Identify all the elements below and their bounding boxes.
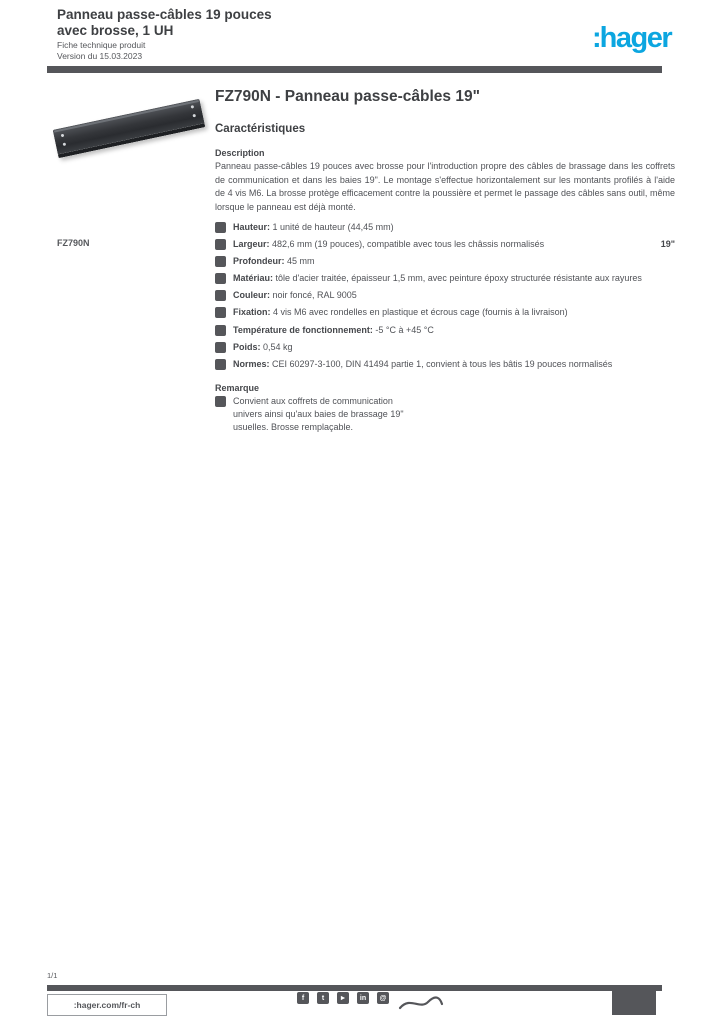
spec-list: Hauteur1 unité de hauteur (44,45 mm) Lar…: [215, 221, 675, 370]
document-title-line2: avec brosse, 1 UH: [57, 22, 174, 38]
spec-label: Température de fonctionnement: [233, 325, 375, 335]
document-meta-line2: Version du 15.03.2023: [57, 51, 143, 62]
width-icon: [215, 239, 226, 251]
hager-logo-text: hager: [599, 22, 673, 54]
description-label: Description: [215, 148, 265, 158]
linkedin-icon[interactable]: in: [357, 992, 369, 1004]
spec-label: Hauteur: [233, 222, 273, 232]
youtube-icon[interactable]: ►: [337, 992, 349, 1004]
spec-value: 4 vis M6 avec rondelles en plastique et …: [273, 307, 568, 318]
document-title-line1: Panneau passe-câbles 19 pouces: [57, 7, 272, 22]
info-icon: [215, 396, 226, 408]
spec-row: Profondeur45 mm: [215, 255, 675, 268]
header-rule: [47, 66, 662, 73]
spec-value: noir foncé, RAL 9005: [272, 290, 357, 301]
note-label: Remarque: [215, 383, 260, 394]
spec-label: Normes: [233, 359, 272, 369]
screw-hole-icon: [62, 142, 67, 147]
product-title: FZ790N - Panneau passe-câbles 19": [215, 88, 480, 105]
spec-value: -5 °C à +45 °C: [375, 324, 434, 335]
spec-label: Fixation: [233, 307, 273, 317]
depth-icon: [215, 256, 226, 268]
screw-hole-icon: [192, 113, 197, 118]
footer-brand-box: [612, 991, 656, 1015]
spec-value: CEI 60297-3-100, DIN 41494 partie 1, con…: [272, 358, 613, 369]
rack-panel-image: [52, 98, 206, 159]
note-text: Convient aux coffrets de communication u…: [233, 396, 404, 433]
standard-icon: [215, 358, 226, 370]
note-row: Convient aux coffrets de communication u…: [215, 395, 410, 434]
material-icon: [215, 273, 226, 285]
color-icon: [215, 290, 226, 302]
height-icon: [215, 222, 226, 233]
spec-label: Profondeur: [233, 256, 287, 266]
main-content: FZ790N - Panneau passe-câbles 19" Caract…: [215, 88, 675, 434]
spec-value: 1 unité de hauteur (44,45 mm): [272, 222, 394, 232]
product-photo: [50, 84, 210, 166]
signature-mark-icon: [398, 996, 444, 1010]
document-title: Panneau passe-câbles 19 pouces avec bros…: [57, 7, 272, 39]
spec-label: Largeur: [233, 239, 272, 249]
note-section: Remarque Convient aux coffrets de commun…: [215, 383, 675, 434]
instagram-icon[interactable]: @: [377, 992, 389, 1004]
twitter-icon[interactable]: t: [317, 992, 329, 1004]
hager-logo-colon: :: [592, 22, 602, 54]
spec-row: Poids0,54 kg: [215, 341, 675, 354]
weight-icon: [215, 341, 226, 353]
facebook-icon[interactable]: f: [297, 992, 309, 1004]
page-indicator: 1/1: [47, 971, 58, 980]
spec-right-value: 19": [660, 239, 675, 250]
spec-row: Hauteur1 unité de hauteur (44,45 mm): [215, 221, 675, 234]
website-link[interactable]: :hager.com/fr-ch: [47, 994, 167, 1016]
hager-logo: :hager: [592, 22, 673, 55]
description-text: Panneau passe-câbles 19 pouces avec bros…: [215, 161, 675, 212]
spec-value: tôle d'acier traitée, épaisseur 1,5 mm, …: [275, 273, 642, 284]
document-meta: Fiche technique produit Version du 15.03…: [57, 40, 145, 63]
screw-hole-icon: [190, 105, 195, 109]
spec-label: Couleur: [233, 290, 273, 300]
spec-row: Température de fonctionnement-5 °C à +45…: [215, 324, 675, 337]
footer-rule: [47, 985, 662, 991]
screw-icon: [215, 307, 226, 319]
footer-social-icons: f t ► in @: [297, 992, 389, 1004]
section-heading: Caractéristiques: [215, 123, 306, 135]
spec-value: 45 mm: [287, 256, 315, 267]
spec-label: Matériau: [233, 273, 276, 283]
spec-row: Largeur482,6 mm (19 pouces), compatible …: [215, 238, 675, 251]
temperature-icon: [215, 324, 226, 336]
product-reference: FZ790N: [57, 238, 90, 248]
spec-value: 482,6 mm (19 pouces), compatible avec to…: [272, 239, 545, 250]
screw-hole-icon: [60, 133, 65, 138]
spec-row: Couleurnoir foncé, RAL 9005: [215, 289, 675, 302]
spec-row: NormesCEI 60297-3-100, DIN 41494 partie …: [215, 358, 675, 371]
spec-row: Matériautôle d'acier traitée, épaisseur …: [215, 272, 675, 285]
spec-label: Poids: [233, 342, 263, 352]
spec-row: Fixation4 vis M6 avec rondelles en plast…: [215, 306, 675, 319]
document-meta-line1: Fiche technique produit: [57, 40, 146, 50]
spec-value: 0,54 kg: [263, 341, 293, 352]
